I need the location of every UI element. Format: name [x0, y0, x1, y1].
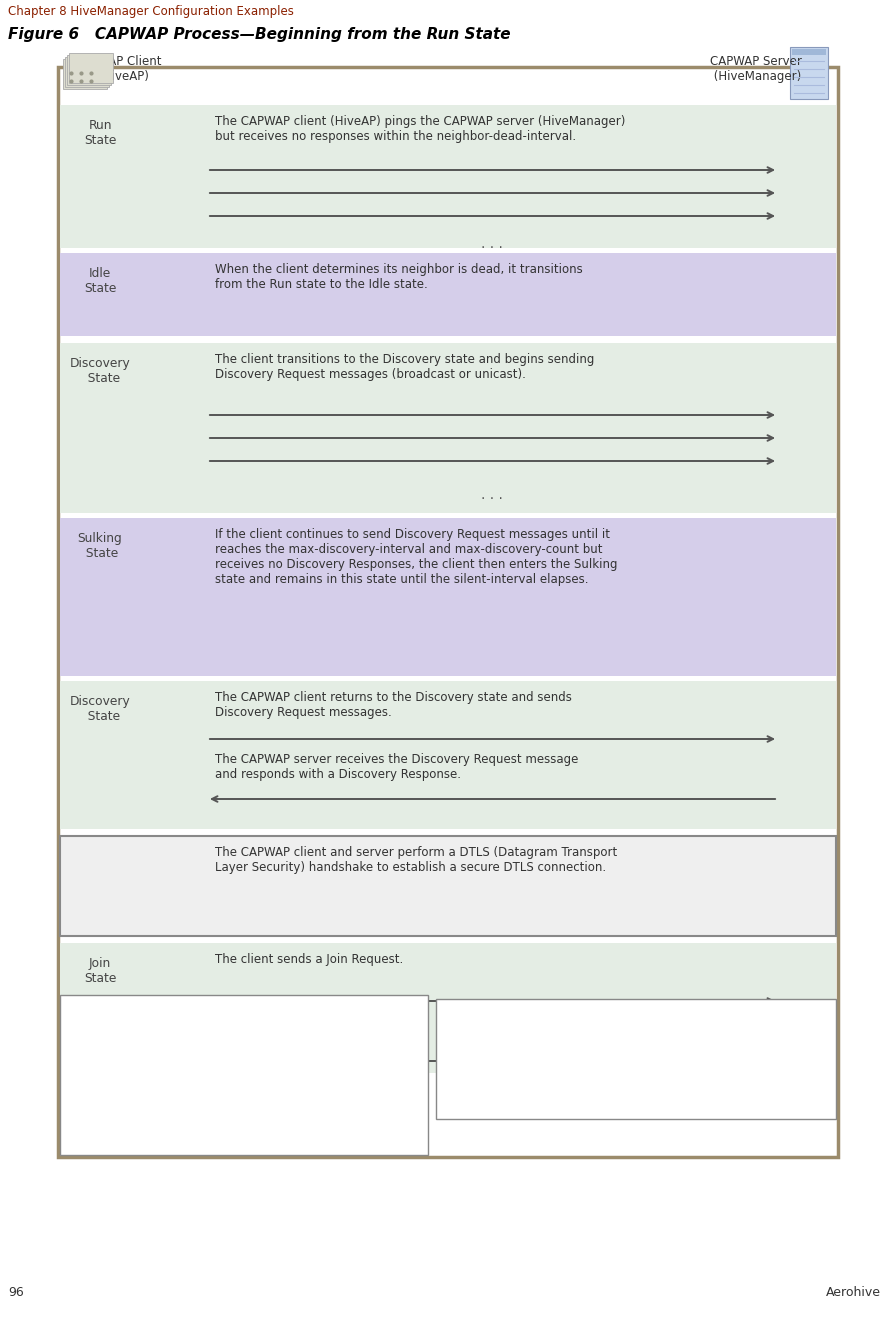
- Text: When the client determines its neighbor is dead, it transitions
from the Run sta: When the client determines its neighbor …: [215, 263, 583, 291]
- Bar: [60, 342, 836, 514]
- Bar: [60, 253, 836, 336]
- Text: The CAPWAP client (HiveAP) pings the CAPWAP server (HiveManager)
but receives no: The CAPWAP client (HiveAP) pings the CAP…: [215, 115, 625, 143]
- Bar: [65, 57, 109, 88]
- Text: The CAPWAP server receives the Discovery Request message
and responds with a Dis: The CAPWAP server receives the Discovery…: [215, 752, 579, 782]
- Bar: [60, 518, 836, 675]
- Text: Idle
State: Idle State: [84, 267, 116, 295]
- Text: The CAPWAP client and server perform a DTLS (Datagram Transport
Layer Security) : The CAPWAP client and server perform a D…: [215, 847, 617, 874]
- Text: The CAPWAP client returns to the Discovery state and sends
Discovery Request mes: The CAPWAP client returns to the Discove…: [215, 691, 572, 719]
- Bar: [60, 681, 836, 829]
- Text: CAPWAP Server
 (HiveManager): CAPWAP Server (HiveManager): [710, 54, 802, 84]
- Text: The client transitions to the Discovery state and begins sending
Discovery Reque: The client transitions to the Discovery …: [215, 353, 595, 381]
- Text: Discovery
  State: Discovery State: [69, 695, 131, 723]
- Bar: [69, 53, 113, 84]
- Bar: [792, 49, 826, 54]
- Text: Sulking
 State: Sulking State: [77, 532, 123, 560]
- Text: CAPWAP Client
   (HiveAP): CAPWAP Client (HiveAP): [75, 54, 162, 84]
- Text: . . .: . . .: [481, 238, 503, 251]
- Text: Chapter 8 HiveManager Configuration Examples: Chapter 8 HiveManager Configuration Exam…: [8, 5, 294, 19]
- Text: Discovery
  State: Discovery State: [69, 357, 131, 385]
- Text: Figure 6   CAPWAP Process—Beginning from the Run State: Figure 6 CAPWAP Process—Beginning from t…: [8, 27, 510, 42]
- Text: If the Join Response indicates “success”, the client
clears its WaitJoin timer a: If the Join Response indicates “success”…: [68, 1003, 346, 1083]
- Text: The client sends a Join Request.: The client sends a Join Request.: [215, 953, 404, 966]
- Text: The server sends a Join Response.: The server sends a Join Response.: [215, 1015, 417, 1028]
- Text: . . .: . . .: [481, 488, 503, 502]
- Bar: [60, 836, 836, 936]
- Text: If the Join Response indicates “failure”,
the CAPWAP server enters a Reset
state: If the Join Response indicates “failure”…: [444, 1007, 658, 1040]
- Text: If the client continues to send Discovery Request messages until it
reaches the : If the client continues to send Discover…: [215, 528, 618, 587]
- Bar: [60, 995, 428, 1154]
- Text: Aerohive: Aerohive: [826, 1286, 881, 1299]
- Bar: [60, 943, 836, 1074]
- Bar: [58, 66, 838, 1157]
- Bar: [67, 54, 111, 85]
- Bar: [63, 58, 107, 89]
- Bar: [790, 46, 828, 100]
- Text: Run
State: Run State: [84, 119, 116, 147]
- Bar: [436, 999, 836, 1119]
- Text: 96: 96: [8, 1286, 24, 1299]
- Text: Join
State: Join State: [84, 957, 116, 985]
- Bar: [60, 105, 836, 248]
